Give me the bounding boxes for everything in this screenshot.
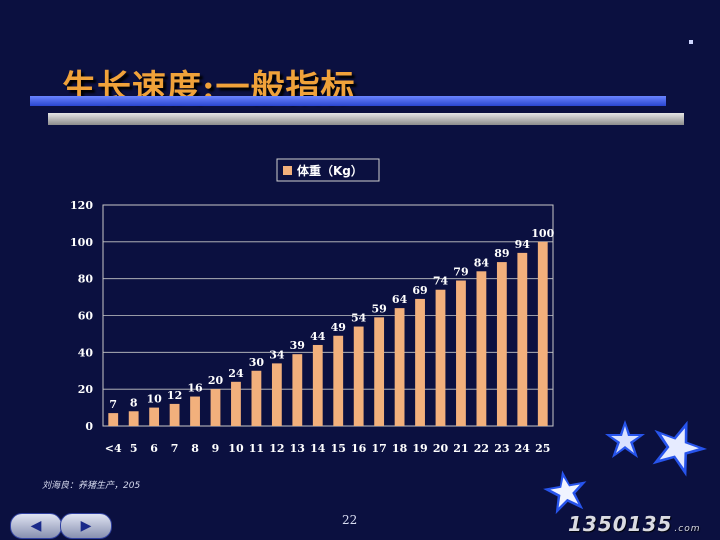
x-tick-label: 20 (433, 442, 449, 455)
x-tick-label: 7 (171, 442, 179, 455)
bar (476, 271, 487, 426)
star-icon (543, 470, 587, 515)
x-tick-label: 6 (150, 442, 158, 455)
x-tick-label: 9 (212, 442, 220, 455)
data-label: 84 (474, 256, 490, 269)
data-label: 100 (531, 227, 554, 240)
x-tick-label: 14 (310, 442, 326, 455)
bar (394, 308, 405, 426)
bar (128, 411, 139, 426)
data-label: 79 (453, 266, 468, 279)
title-underline-gray (48, 113, 684, 125)
x-tick-label: 21 (453, 442, 468, 455)
star-icon (652, 420, 708, 477)
bar (169, 403, 180, 426)
bar (190, 396, 200, 426)
x-tick-label: 24 (515, 442, 531, 455)
x-tick-label: 13 (290, 442, 305, 455)
bar (231, 381, 241, 426)
y-tick-label: 60 (78, 310, 94, 323)
bar (537, 241, 548, 426)
data-label: 94 (515, 238, 531, 251)
x-tick-label: 25 (535, 442, 550, 455)
arrow-left-icon: ◀ (30, 518, 42, 534)
watermark-suffix: .com (674, 524, 701, 534)
x-tick-label: 22 (474, 442, 489, 455)
x-tick-label: 5 (130, 442, 138, 455)
data-label: 39 (290, 339, 305, 352)
page-number: 22 (342, 513, 358, 527)
legend-swatch (283, 166, 292, 175)
data-label: 12 (167, 389, 182, 402)
bar (312, 344, 323, 426)
bar (210, 389, 221, 426)
bar (292, 354, 303, 426)
title-underline-blue (30, 96, 666, 106)
bar (435, 289, 446, 426)
y-tick-label: 20 (78, 383, 94, 396)
bar (415, 298, 425, 426)
y-tick-label: 100 (70, 236, 93, 249)
arrow-right-icon: ▶ (80, 518, 92, 534)
data-label: 59 (371, 302, 386, 315)
x-tick-label: 19 (412, 442, 427, 455)
bar (353, 326, 364, 426)
star-decorations (543, 420, 708, 515)
watermark-text: 1350135 (568, 512, 673, 536)
watermark: 1350135 .com (568, 512, 701, 536)
x-tick-label: <4 (105, 442, 122, 455)
x-tick-label: 16 (351, 442, 367, 455)
bar (108, 413, 119, 426)
bar (271, 363, 282, 426)
y-tick-label: 40 (78, 346, 94, 359)
x-tick-label: 15 (331, 442, 346, 455)
bar (251, 370, 262, 426)
x-tick-label: 23 (494, 442, 509, 455)
data-label: 30 (249, 356, 265, 369)
data-label: 24 (228, 367, 244, 380)
data-label: 20 (208, 374, 224, 387)
corner-mark (689, 40, 693, 44)
bar (374, 317, 385, 426)
source-footnote: 刘海良：养猪生产，205 (42, 481, 141, 491)
data-label: 34 (269, 348, 285, 361)
x-tick-label: 18 (392, 442, 408, 455)
bar (496, 262, 507, 426)
data-label: 49 (331, 321, 346, 334)
x-tick-label: 12 (269, 442, 284, 455)
legend-label: 体重（Kg） (297, 163, 363, 178)
bar (333, 335, 344, 426)
data-label: 16 (187, 382, 203, 395)
data-label: 44 (310, 330, 326, 343)
y-tick-label: 0 (85, 420, 93, 433)
next-slide-button[interactable]: ▶ (60, 513, 112, 539)
legend-box (276, 158, 380, 182)
data-label: 8 (130, 396, 138, 409)
data-label: 54 (351, 312, 367, 325)
x-tick-label: 17 (371, 442, 386, 455)
y-tick-label: 80 (78, 273, 94, 286)
x-tick-label: 8 (191, 442, 199, 455)
bar (149, 407, 160, 426)
previous-slide-button[interactable]: ◀ (10, 513, 62, 539)
y-tick-label: 120 (70, 199, 93, 212)
star-icon (605, 420, 645, 458)
x-tick-label: 11 (249, 442, 264, 455)
x-tick-label: 10 (228, 442, 244, 455)
data-label: 7 (109, 398, 117, 411)
bar (517, 252, 528, 426)
data-label: 64 (392, 293, 408, 306)
data-label: 74 (433, 275, 449, 288)
data-label: 69 (412, 284, 427, 297)
data-label: 89 (494, 247, 509, 260)
bar (456, 280, 466, 426)
data-label: 10 (146, 393, 162, 406)
